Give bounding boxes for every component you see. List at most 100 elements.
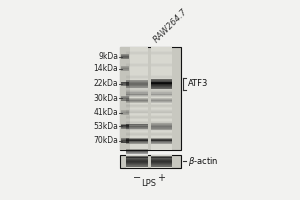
Bar: [126, 84, 148, 85]
Bar: [126, 164, 148, 165]
Bar: [121, 138, 129, 139]
Bar: [151, 89, 172, 90]
Bar: [126, 87, 148, 88]
Bar: [126, 112, 148, 113]
Bar: [126, 127, 148, 128]
Bar: [126, 166, 148, 167]
Bar: [126, 139, 148, 140]
Bar: [151, 101, 172, 102]
Bar: [120, 47, 181, 150]
Bar: [121, 126, 129, 127]
Bar: [126, 138, 148, 139]
Bar: [126, 128, 148, 129]
Bar: [151, 47, 172, 150]
Bar: [126, 92, 148, 93]
Bar: [151, 102, 172, 103]
Bar: [126, 100, 148, 101]
Bar: [151, 128, 172, 129]
Bar: [151, 94, 172, 95]
Bar: [121, 139, 129, 140]
Text: +: +: [158, 173, 166, 183]
Bar: [151, 83, 172, 84]
Bar: [151, 94, 172, 95]
Bar: [151, 128, 172, 129]
Bar: [126, 90, 148, 91]
Bar: [126, 54, 148, 55]
Bar: [151, 78, 172, 79]
Bar: [151, 84, 172, 85]
Bar: [151, 112, 172, 113]
Bar: [121, 128, 129, 129]
Bar: [121, 96, 129, 97]
Bar: [121, 84, 129, 85]
Bar: [126, 88, 148, 89]
Bar: [151, 95, 172, 96]
Bar: [151, 118, 172, 119]
Bar: [126, 135, 148, 136]
Bar: [126, 53, 148, 54]
Bar: [151, 127, 172, 128]
Bar: [151, 85, 172, 86]
Text: RAW264.7: RAW264.7: [152, 7, 190, 44]
Bar: [121, 100, 129, 101]
Text: 41kDa: 41kDa: [93, 108, 118, 117]
Bar: [151, 139, 172, 140]
Bar: [151, 82, 172, 83]
Bar: [126, 102, 148, 103]
Text: 9kDa: 9kDa: [98, 52, 118, 61]
Bar: [126, 162, 148, 163]
Bar: [126, 99, 148, 100]
Bar: [151, 115, 172, 116]
Bar: [151, 107, 172, 108]
Bar: [126, 83, 148, 84]
Bar: [151, 109, 172, 110]
Bar: [121, 125, 129, 126]
Bar: [126, 128, 148, 129]
Bar: [126, 143, 148, 144]
Bar: [151, 100, 172, 101]
Bar: [126, 133, 148, 134]
Text: LPS: LPS: [142, 179, 157, 188]
Bar: [151, 110, 172, 111]
Bar: [151, 134, 172, 135]
Bar: [151, 138, 172, 139]
Bar: [126, 64, 148, 65]
Bar: [126, 139, 148, 140]
Bar: [121, 82, 129, 83]
Bar: [151, 140, 172, 141]
Bar: [121, 55, 129, 56]
Bar: [121, 110, 129, 111]
Bar: [126, 156, 148, 157]
Bar: [126, 126, 148, 127]
Bar: [121, 58, 129, 59]
Bar: [151, 129, 172, 130]
Bar: [121, 66, 129, 67]
Bar: [151, 98, 172, 99]
Bar: [126, 140, 148, 141]
Bar: [151, 129, 172, 130]
Bar: [126, 91, 148, 92]
Bar: [126, 113, 148, 114]
Bar: [126, 158, 148, 159]
Bar: [151, 105, 172, 106]
Bar: [126, 165, 148, 166]
Bar: [126, 102, 148, 103]
Bar: [126, 99, 148, 100]
Bar: [151, 66, 172, 67]
Bar: [126, 124, 148, 125]
Bar: [151, 76, 172, 77]
Bar: [126, 115, 148, 116]
Bar: [126, 47, 148, 150]
Bar: [126, 90, 148, 91]
Bar: [151, 88, 172, 89]
Bar: [126, 82, 148, 83]
Bar: [126, 93, 148, 94]
Bar: [151, 160, 172, 161]
Bar: [126, 157, 148, 158]
Bar: [151, 88, 172, 89]
Bar: [126, 85, 148, 86]
Bar: [151, 101, 172, 102]
Text: 22kDa: 22kDa: [94, 79, 118, 88]
Bar: [126, 129, 148, 130]
Bar: [126, 151, 148, 152]
